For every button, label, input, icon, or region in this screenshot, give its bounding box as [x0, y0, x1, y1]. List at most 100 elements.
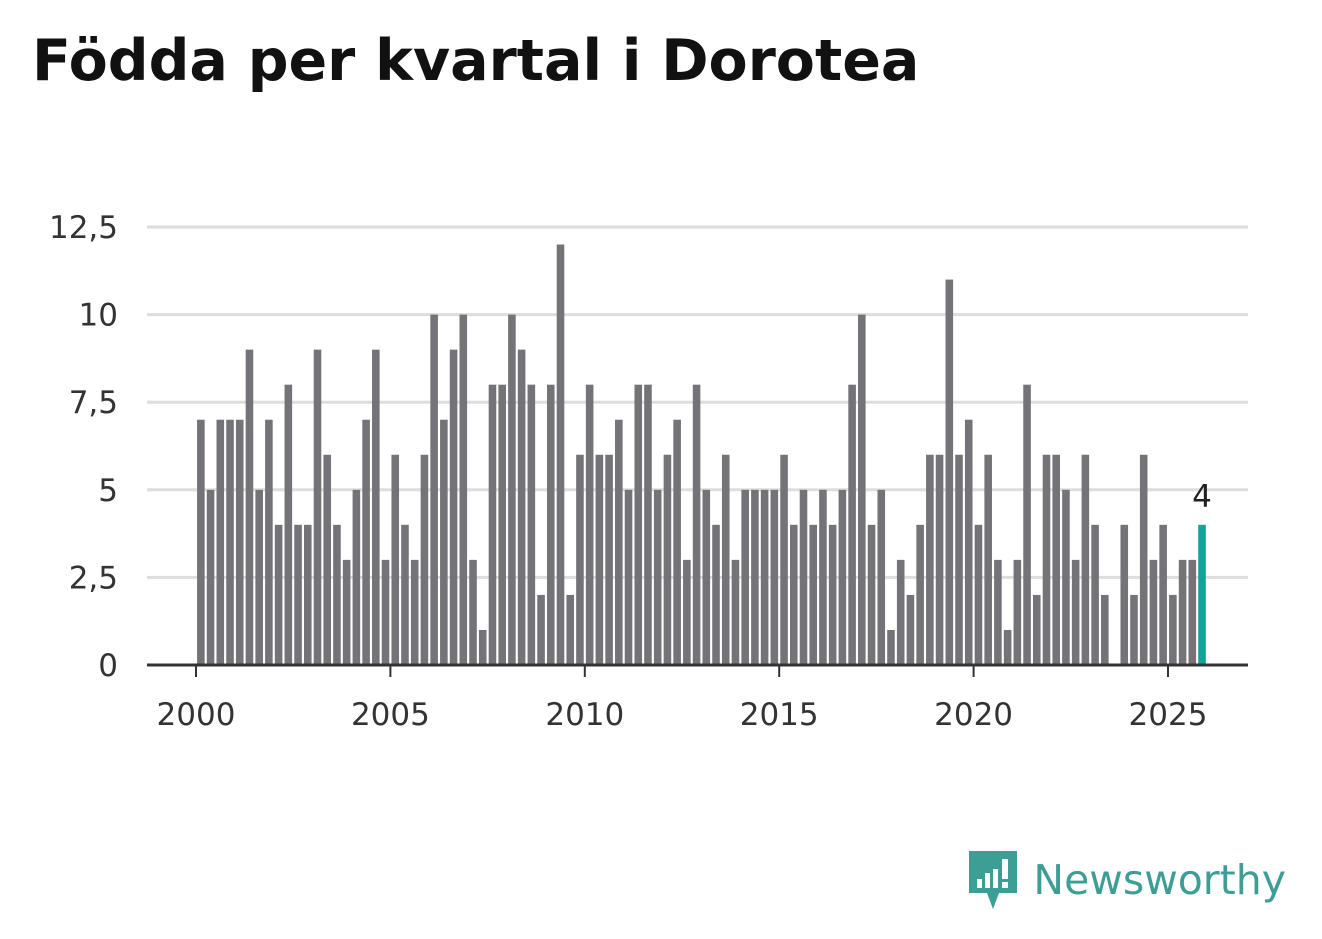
bars — [197, 244, 1206, 665]
bar — [323, 454, 332, 665]
bar — [303, 524, 312, 665]
bar — [741, 489, 749, 665]
newsworthy-logo: Newsworthy — [969, 851, 1286, 909]
bar — [576, 454, 584, 665]
bar — [799, 489, 808, 665]
bar — [1188, 559, 1197, 665]
chart-title: Födda per kvartal i Dorotea — [32, 28, 920, 94]
bar — [1169, 594, 1177, 665]
y-tick-label: 10 — [79, 298, 118, 334]
bar — [508, 314, 516, 665]
bar — [605, 454, 613, 665]
bar — [663, 454, 672, 665]
y-tick-label: 5 — [98, 473, 118, 509]
bar — [245, 349, 254, 665]
bar — [1139, 454, 1148, 665]
y-tick-label: 0 — [98, 648, 118, 684]
axes — [147, 663, 1248, 677]
bar — [265, 419, 273, 665]
bar — [935, 454, 944, 665]
bar — [789, 524, 798, 665]
bar — [916, 524, 924, 665]
bar — [838, 489, 847, 665]
y-tick-label: 2,5 — [69, 560, 118, 596]
bar — [595, 454, 604, 665]
bar — [964, 419, 973, 665]
bar — [1003, 629, 1012, 665]
y-tick-label: 7,5 — [69, 385, 118, 421]
bar — [391, 454, 400, 665]
bar — [896, 559, 905, 665]
bar — [537, 594, 545, 665]
tick-labels: 0 2,5 5 7,5 10 12,5 4 2000 2005 2010 2015 2020 2025 — [49, 210, 1212, 733]
bar — [955, 454, 963, 665]
bar — [381, 559, 390, 665]
bar — [1120, 524, 1129, 665]
bar — [653, 489, 662, 665]
bar — [1091, 524, 1099, 665]
bar — [527, 384, 536, 665]
bar — [751, 489, 759, 665]
bar — [828, 524, 837, 665]
bar — [877, 489, 886, 665]
bar — [226, 419, 234, 665]
bar — [906, 594, 915, 665]
bar-highlight — [1198, 524, 1206, 665]
x-tick-label: 2025 — [1129, 697, 1208, 733]
bar — [819, 489, 827, 665]
bar — [858, 314, 866, 665]
bar — [1071, 559, 1080, 665]
bar — [469, 559, 477, 665]
bar — [420, 454, 429, 665]
bar — [430, 314, 438, 665]
bar — [488, 384, 497, 665]
bar — [974, 524, 983, 665]
bar — [1149, 559, 1158, 665]
bar — [984, 454, 992, 665]
bar — [1081, 454, 1090, 665]
bar — [566, 594, 575, 665]
bar — [585, 384, 594, 665]
bar — [313, 349, 322, 665]
x-tick-label: 2000 — [157, 697, 236, 733]
bar — [887, 629, 895, 665]
bar — [1013, 559, 1022, 665]
bar — [731, 559, 740, 665]
bar — [644, 384, 652, 665]
bar — [994, 559, 1002, 665]
bar — [410, 559, 419, 665]
bar — [372, 349, 380, 665]
bar — [449, 349, 458, 665]
bar — [624, 489, 633, 665]
bar — [197, 419, 205, 665]
bar — [206, 489, 215, 665]
highlight-value-label: 4 — [1192, 479, 1212, 515]
bar — [333, 524, 341, 665]
bar — [1042, 454, 1051, 665]
bar — [712, 524, 720, 665]
bar — [362, 419, 370, 665]
newsworthy-logo-icon — [969, 851, 1018, 909]
bar — [294, 524, 302, 665]
bar — [1023, 384, 1031, 665]
bar — [809, 524, 818, 665]
bar — [702, 489, 711, 665]
bar — [498, 384, 506, 665]
bar — [255, 489, 263, 665]
x-tick-label: 2010 — [545, 697, 624, 733]
bar — [760, 489, 769, 665]
bar — [440, 419, 448, 665]
bar — [1052, 454, 1061, 665]
bar — [1101, 594, 1109, 665]
bar — [780, 454, 788, 665]
bar — [546, 384, 555, 665]
bar — [683, 559, 691, 665]
bar — [945, 279, 954, 665]
bar — [770, 489, 779, 665]
bar — [216, 419, 225, 665]
x-tick-label: 2020 — [934, 697, 1013, 733]
bar — [274, 524, 283, 665]
x-tick-label: 2015 — [740, 697, 819, 733]
